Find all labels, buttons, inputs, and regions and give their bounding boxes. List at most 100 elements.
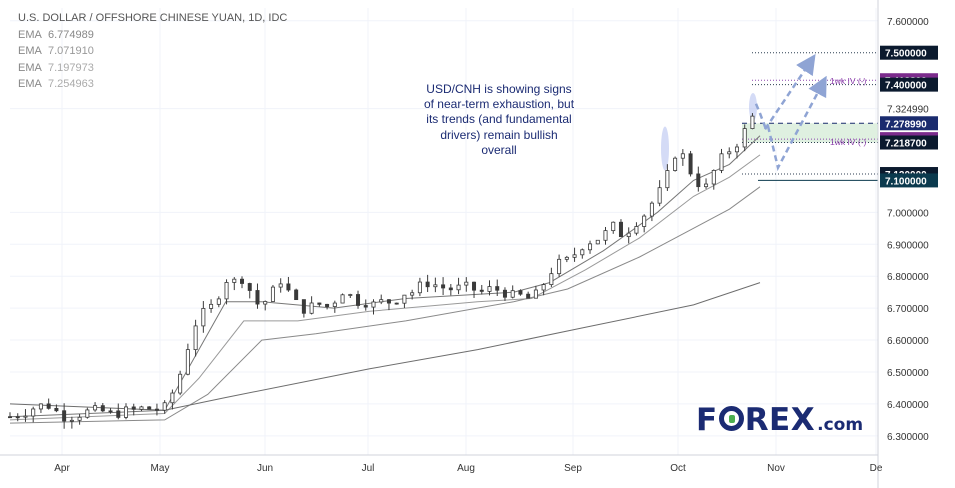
candle-body (178, 373, 183, 394)
chart-legend: U.S. DOLLAR / OFFSHORE CHINESE YUAN, 1D,… (18, 10, 287, 93)
y-tick-label: 6.500000 (887, 368, 929, 379)
candle-body (54, 407, 59, 412)
candle-body (77, 416, 82, 421)
candle-body (742, 128, 747, 148)
candle-body (301, 299, 306, 314)
chart-title: U.S. DOLLAR / OFFSHORE CHINESE YUAN, 1D,… (18, 12, 288, 24)
y-tick-label: 6.600000 (887, 336, 929, 347)
candle-body (124, 406, 129, 418)
y-tick-label: 6.900000 (887, 240, 929, 251)
candle-body (46, 403, 51, 409)
ema-line (9, 186, 761, 424)
support-zone (742, 123, 878, 143)
candle-body (286, 283, 291, 291)
candle-body (727, 151, 732, 155)
x-tick-label: Aug (457, 463, 475, 474)
candle-body (479, 289, 484, 292)
candle-body (402, 294, 407, 304)
chart-grid (10, 8, 878, 455)
spike-highlight (661, 126, 669, 171)
candle-body (541, 284, 546, 291)
candle-body (704, 183, 709, 188)
candle-body (139, 406, 144, 410)
candle-body (100, 405, 105, 412)
price-badge (880, 77, 938, 92)
candle-body (108, 410, 113, 413)
x-tick-label: Apr (54, 463, 70, 474)
candle-body (332, 302, 337, 307)
candle-body (371, 301, 376, 308)
candle-body (185, 349, 190, 375)
candle-body (657, 187, 662, 204)
spike-highlight (749, 92, 757, 121)
candle-body (224, 282, 229, 300)
annotation-line: its trends (and fundamental (426, 112, 572, 127)
candle-body (363, 305, 368, 308)
candle-body (69, 419, 74, 422)
candle-body (696, 173, 701, 188)
candle-body (240, 278, 245, 284)
candle-body (673, 157, 678, 171)
ema-line (9, 282, 761, 411)
candle-body (711, 170, 716, 185)
price-badge (880, 45, 938, 60)
candle-body (410, 292, 415, 296)
candle-body (495, 286, 500, 291)
x-tick-label: May (151, 463, 170, 474)
ema-legend-4: EMA 7.254963 (18, 78, 94, 90)
candle-body (688, 153, 693, 175)
candle-body (441, 284, 446, 289)
candle-body (618, 221, 623, 238)
candle-body (131, 406, 136, 410)
candle-body (386, 299, 391, 304)
candle-body (38, 403, 43, 410)
candle-body (564, 256, 569, 260)
candle-body (7, 416, 12, 419)
annotation-line: of near-term exhaustion, but (423, 97, 575, 112)
candle-body (356, 294, 361, 306)
candle-body (595, 239, 600, 245)
tick-labels: 1wk IV (-) 1wk IV (-) 7.600000 7.324990 7.00… (54, 17, 929, 474)
candle-body (201, 308, 206, 327)
candle-body (394, 302, 399, 305)
candle-body (433, 284, 438, 288)
y-tick-label: 7.000000 (887, 208, 929, 219)
y-tick-label: 6.800000 (887, 272, 929, 283)
candle-body (557, 258, 562, 275)
candle-body (294, 289, 299, 301)
price-badge (880, 173, 938, 188)
ema-line (9, 154, 761, 421)
annotation-line: overall (481, 142, 517, 157)
candle-body (255, 290, 260, 305)
candle-body (340, 294, 345, 304)
candle-body (448, 287, 453, 291)
axes (0, 0, 879, 488)
candle-body (317, 302, 322, 305)
candle-body (425, 281, 430, 288)
projection-arrow (766, 75, 827, 172)
candle-body (734, 146, 739, 153)
candle-body (170, 392, 175, 404)
candle-body (263, 301, 268, 305)
price-badge (880, 135, 938, 150)
candle-body (750, 115, 755, 129)
candle-body (379, 299, 384, 303)
candle-body (348, 294, 353, 296)
candle-body (549, 273, 554, 286)
chart-annotation: USD/CNH is showing signs of near-term ex… (406, 82, 592, 158)
candle-body (518, 290, 523, 295)
annotation-line: USD/CNH is showing signs (426, 82, 572, 96)
price-badge (880, 116, 938, 131)
candle-body (62, 410, 67, 422)
price-badge-label: 7.218700 (885, 139, 927, 150)
candle-body (626, 232, 631, 238)
candle-body (719, 153, 724, 171)
support-zone-rect (742, 123, 878, 143)
y-tick-label: 7.324990 (887, 105, 929, 116)
ema-lines (9, 135, 761, 424)
candle-body (116, 410, 121, 418)
x-tick-label: Oct (670, 463, 686, 474)
candle-body (603, 230, 608, 241)
candle-body (456, 284, 461, 291)
